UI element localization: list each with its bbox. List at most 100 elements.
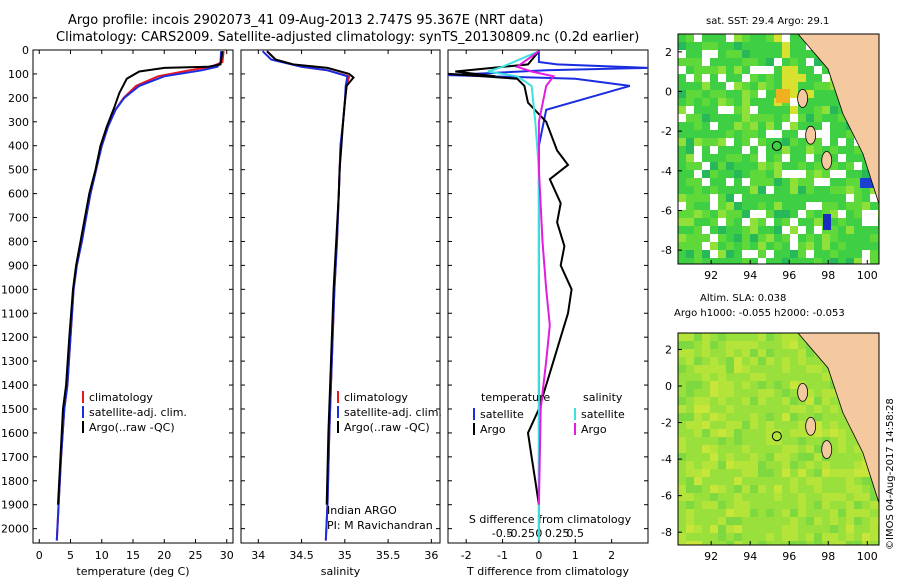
map-pixel [830, 146, 838, 154]
map-pixel [814, 58, 822, 66]
map-pixel [686, 357, 694, 365]
map-pixel [734, 453, 742, 461]
map-y-tick-label: 0 [665, 86, 672, 99]
map-pixel [694, 541, 702, 545]
plot-frame [32, 49, 234, 544]
x-tick-label: 35 [338, 549, 352, 562]
map-pixel [766, 541, 774, 545]
map-pixel [678, 421, 686, 429]
map-pixel [710, 493, 718, 501]
map-pixel [686, 453, 694, 461]
x2-tick-label: 0.5 [567, 527, 585, 540]
map-pixel [758, 242, 766, 250]
map-pixel [702, 501, 710, 509]
map-pixel [710, 357, 718, 365]
map-pixel [790, 106, 798, 114]
map-pixel [686, 373, 694, 381]
map-pixel [814, 477, 822, 485]
x-tick-label: 34 [251, 549, 265, 562]
map-pixel [790, 373, 798, 381]
map-pixel [798, 445, 806, 453]
map-pixel [742, 114, 750, 122]
map-pixel [686, 178, 694, 186]
salinity-panel: 34 34.5 35 35.5 36 salinity climatology satelli… [240, 49, 442, 578]
map-pixel [782, 373, 790, 381]
map-pixel [694, 82, 702, 90]
map-pixel [766, 194, 774, 202]
map-pixel [822, 477, 830, 485]
map-pixel [790, 82, 798, 90]
map-pixel [710, 186, 718, 194]
map-pixel [702, 98, 710, 106]
map-pixel [702, 429, 710, 437]
map-pixel [774, 381, 782, 389]
map-pixel [766, 226, 774, 234]
map-pixel [686, 469, 694, 477]
map-x-tick-label: 100 [857, 550, 878, 563]
map-pixel [774, 250, 782, 258]
map-pixel [734, 373, 742, 381]
map-pixel [854, 218, 862, 226]
map-pixel [742, 405, 750, 413]
map-pixel [846, 186, 854, 194]
map-pixel [782, 42, 790, 50]
map-pixel [702, 485, 710, 493]
map-pixel [734, 365, 742, 373]
map-pixel [782, 194, 790, 202]
map-pixel [678, 509, 686, 517]
map-pixel [838, 525, 846, 533]
map-pixel [846, 437, 854, 445]
map-pixel [798, 357, 806, 365]
map-pixel [830, 469, 838, 477]
map-pixel [830, 210, 838, 218]
map-pixel [678, 122, 686, 130]
map-pixel [806, 485, 814, 493]
map-pixel [782, 202, 790, 210]
map-pixel [726, 154, 734, 162]
map-pixel [694, 517, 702, 525]
map-x-tick-label: 94 [743, 269, 757, 282]
map-pixel [750, 413, 758, 421]
map-pixel [790, 202, 798, 210]
map-pixel [798, 178, 806, 186]
map-pixel [694, 210, 702, 218]
map-pixel [790, 178, 798, 186]
map-pixel [798, 202, 806, 210]
map-pixel [830, 258, 838, 264]
map-pixel [678, 461, 686, 469]
map-pixel [726, 461, 734, 469]
map-pixel [702, 210, 710, 218]
map-pixel [806, 162, 814, 170]
map-pixel [678, 525, 686, 533]
map-pixel [774, 341, 782, 349]
map-pixel [798, 485, 806, 493]
map-pixel [854, 234, 862, 242]
map-pixel [678, 541, 686, 545]
map-pixel [830, 437, 838, 445]
map-pixel [710, 389, 718, 397]
map-pixel [742, 429, 750, 437]
map-pixel [758, 186, 766, 194]
series-line-argo [57, 51, 224, 505]
map-pixel [750, 341, 758, 349]
map-pixel [686, 493, 694, 501]
map-pixel [726, 405, 734, 413]
map-pixel [702, 122, 710, 130]
map-pixel [686, 405, 694, 413]
map-y-tick-label: -6 [661, 204, 672, 217]
map-pixel [742, 170, 750, 178]
map-pixel [766, 341, 774, 349]
map-pixel [782, 250, 790, 258]
map-pixel [774, 162, 782, 170]
map-pixel [790, 389, 798, 397]
map-pixel [830, 405, 838, 413]
map-pixel [822, 98, 830, 106]
y-tick-label: 1000 [1, 283, 29, 296]
map-y-tick-label: 0 [665, 380, 672, 393]
map-pixel [846, 525, 854, 533]
map-pixel [710, 138, 718, 146]
map-pixel [774, 234, 782, 242]
map-pixel [822, 509, 830, 517]
map-pixel [766, 421, 774, 429]
map-pixel [782, 469, 790, 477]
